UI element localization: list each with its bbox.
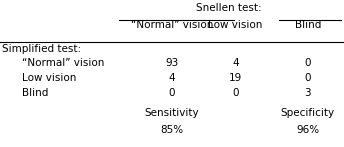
Text: 4: 4 [169, 73, 175, 83]
Text: 96%: 96% [296, 125, 320, 135]
Text: Blind: Blind [22, 88, 49, 98]
Text: Blind: Blind [295, 20, 321, 30]
Text: Simplified test:: Simplified test: [2, 44, 81, 54]
Text: 93: 93 [165, 58, 179, 68]
Text: “Normal” vision: “Normal” vision [22, 58, 105, 68]
Text: Specificity: Specificity [281, 108, 335, 118]
Text: Snellen test:: Snellen test: [196, 3, 261, 13]
Text: Low vision: Low vision [208, 20, 263, 30]
Text: Low vision: Low vision [22, 73, 77, 83]
Text: 19: 19 [229, 73, 242, 83]
Text: Sensitivity: Sensitivity [145, 108, 199, 118]
Text: 0: 0 [169, 88, 175, 98]
Text: 0: 0 [305, 73, 311, 83]
Text: 3: 3 [304, 88, 311, 98]
Text: 0: 0 [233, 88, 239, 98]
Text: “Normal” vision: “Normal” vision [131, 20, 213, 30]
Text: 4: 4 [232, 58, 239, 68]
Text: 85%: 85% [160, 125, 184, 135]
Text: 0: 0 [305, 58, 311, 68]
